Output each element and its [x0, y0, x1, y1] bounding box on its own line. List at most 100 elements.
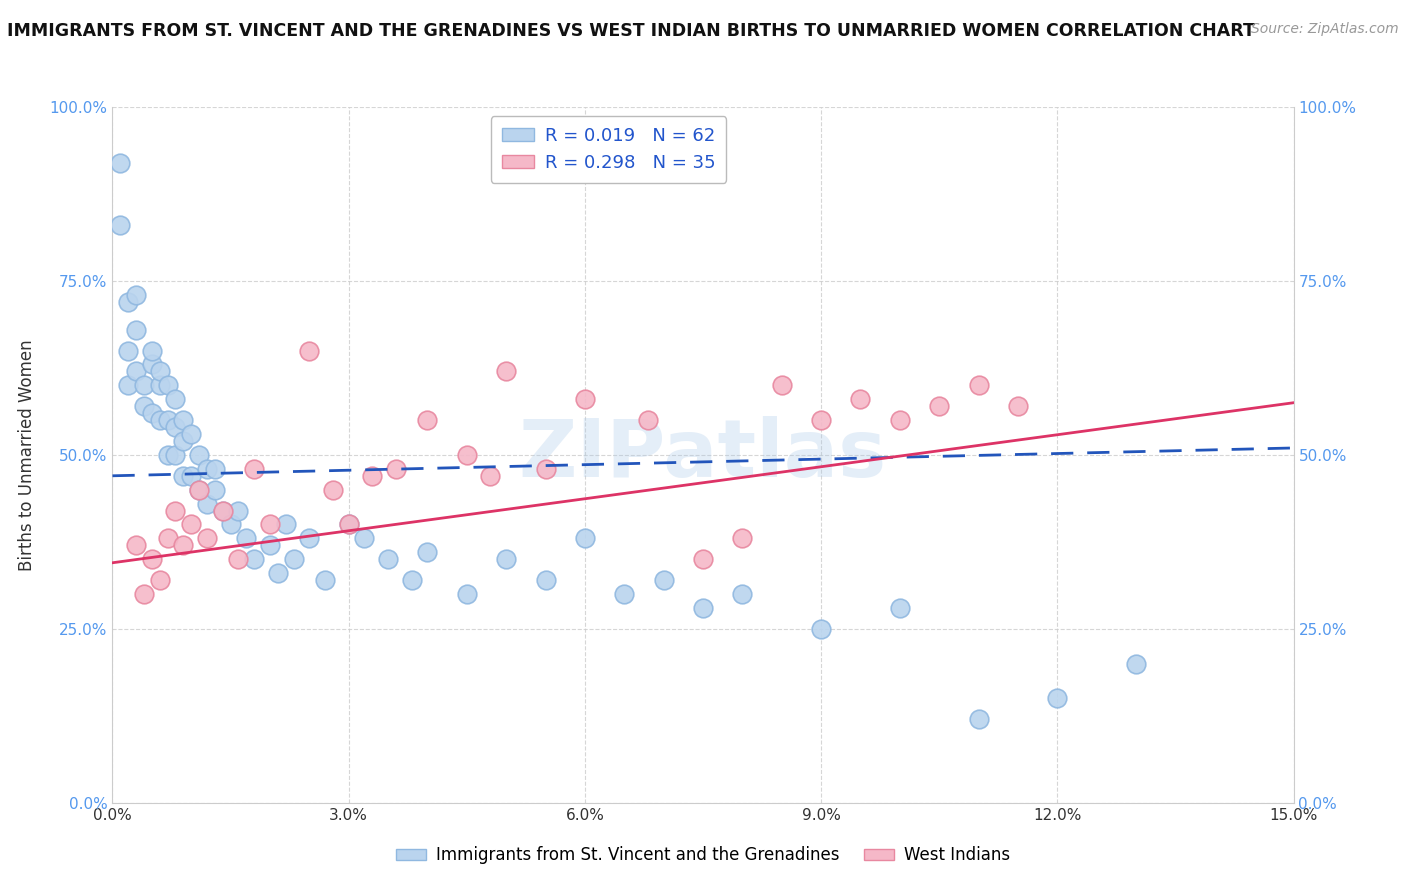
- Point: [1125, 657, 1147, 671]
- Point: [195, 497, 218, 511]
- Point: [211, 503, 233, 517]
- Point: [165, 448, 187, 462]
- Point: [125, 538, 148, 552]
- Point: [125, 288, 148, 302]
- Point: [149, 413, 172, 427]
- Point: [156, 448, 179, 462]
- Point: [165, 420, 187, 434]
- Point: [534, 462, 557, 476]
- Point: [149, 364, 172, 378]
- Point: [692, 601, 714, 615]
- Point: [180, 427, 202, 442]
- Point: [534, 573, 557, 587]
- Point: [132, 378, 155, 392]
- Point: [219, 517, 242, 532]
- Point: [849, 392, 872, 407]
- Point: [298, 532, 321, 546]
- Point: [204, 483, 226, 497]
- Point: [156, 413, 179, 427]
- Point: [495, 552, 517, 566]
- Point: [574, 392, 596, 407]
- Point: [337, 517, 360, 532]
- Point: [928, 399, 950, 413]
- Point: [456, 587, 478, 601]
- Point: [385, 462, 408, 476]
- Point: [141, 552, 163, 566]
- Point: [652, 573, 675, 587]
- Y-axis label: Births to Unmarried Women: Births to Unmarried Women: [18, 339, 35, 571]
- Point: [132, 399, 155, 413]
- Point: [110, 155, 132, 169]
- Point: [967, 378, 990, 392]
- Point: [125, 323, 148, 337]
- Point: [117, 343, 139, 358]
- Point: [188, 483, 211, 497]
- Point: [731, 532, 754, 546]
- Point: [314, 573, 336, 587]
- Point: [141, 358, 163, 372]
- Point: [479, 468, 502, 483]
- Point: [195, 532, 218, 546]
- Point: [967, 712, 990, 726]
- Point: [267, 566, 290, 581]
- Point: [770, 378, 793, 392]
- Point: [165, 503, 187, 517]
- Point: [172, 413, 194, 427]
- Point: [361, 468, 384, 483]
- Point: [1046, 691, 1069, 706]
- Point: [283, 552, 305, 566]
- Point: [637, 413, 659, 427]
- Point: [810, 413, 832, 427]
- Point: [165, 392, 187, 407]
- Point: [141, 406, 163, 420]
- Point: [416, 413, 439, 427]
- Point: [132, 587, 155, 601]
- Point: [156, 532, 179, 546]
- Point: [274, 517, 297, 532]
- Point: [195, 462, 218, 476]
- Point: [180, 468, 202, 483]
- Point: [456, 448, 478, 462]
- Point: [180, 517, 202, 532]
- Point: [228, 503, 250, 517]
- Point: [495, 364, 517, 378]
- Point: [149, 573, 172, 587]
- Point: [298, 343, 321, 358]
- Point: [235, 532, 257, 546]
- Point: [204, 462, 226, 476]
- Point: [125, 364, 148, 378]
- Point: [259, 517, 281, 532]
- Point: [353, 532, 375, 546]
- Point: [401, 573, 423, 587]
- Text: IMMIGRANTS FROM ST. VINCENT AND THE GRENADINES VS WEST INDIAN BIRTHS TO UNMARRIE: IMMIGRANTS FROM ST. VINCENT AND THE GREN…: [7, 22, 1256, 40]
- Point: [117, 378, 139, 392]
- Point: [117, 294, 139, 309]
- Point: [228, 552, 250, 566]
- Point: [337, 517, 360, 532]
- Point: [322, 483, 344, 497]
- Point: [810, 622, 832, 636]
- Point: [172, 468, 194, 483]
- Point: [613, 587, 636, 601]
- Text: ZIPatlas: ZIPatlas: [519, 416, 887, 494]
- Point: [243, 462, 266, 476]
- Point: [574, 532, 596, 546]
- Point: [172, 538, 194, 552]
- Point: [211, 503, 233, 517]
- Point: [889, 413, 911, 427]
- Point: [692, 552, 714, 566]
- Point: [731, 587, 754, 601]
- Point: [416, 545, 439, 559]
- Point: [889, 601, 911, 615]
- Point: [172, 434, 194, 448]
- Point: [149, 378, 172, 392]
- Point: [188, 483, 211, 497]
- Point: [243, 552, 266, 566]
- Legend: Immigrants from St. Vincent and the Grenadines, West Indians: Immigrants from St. Vincent and the Gren…: [389, 839, 1017, 871]
- Point: [188, 448, 211, 462]
- Point: [156, 378, 179, 392]
- Point: [110, 219, 132, 233]
- Point: [141, 343, 163, 358]
- Text: Source: ZipAtlas.com: Source: ZipAtlas.com: [1251, 22, 1399, 37]
- Point: [259, 538, 281, 552]
